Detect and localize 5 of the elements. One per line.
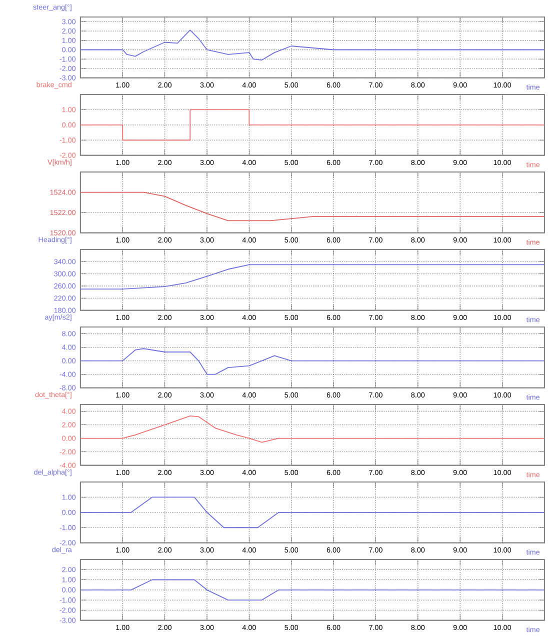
line-series <box>80 264 544 290</box>
line-series <box>80 30 544 60</box>
line-series <box>80 348 544 375</box>
line-series <box>80 416 544 443</box>
line-series <box>80 192 544 222</box>
